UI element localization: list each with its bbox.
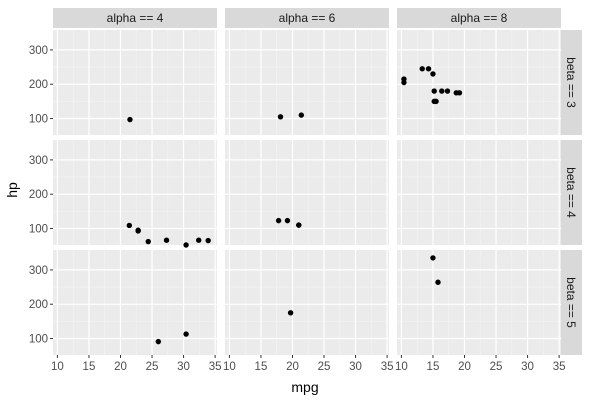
panel-background xyxy=(397,140,561,245)
column-strip-label: alpha == 4 xyxy=(107,11,164,25)
data-point xyxy=(145,238,151,245)
y-tick-label: 100 xyxy=(29,334,48,346)
y-tick-label: 100 xyxy=(29,114,48,126)
x-tick-label: 15 xyxy=(255,361,268,373)
x-axis-title: mpg xyxy=(291,379,318,395)
y-tick-label: 200 xyxy=(29,189,48,201)
row-strip xyxy=(560,30,582,135)
y-axis: 100 200 300 100 200 300 100 200 300 xyxy=(29,45,53,346)
y-tick-label: 300 xyxy=(29,155,48,167)
data-point xyxy=(155,338,162,345)
data-point xyxy=(456,90,463,96)
x-tick-label: 25 xyxy=(146,361,159,373)
x-tick-label: 20 xyxy=(114,361,127,373)
data-point xyxy=(425,66,432,72)
x-tick-label: 35 xyxy=(209,361,222,373)
x-tick-label: 20 xyxy=(458,361,471,373)
x-tick-label: 25 xyxy=(318,361,331,373)
data-point xyxy=(439,88,445,94)
facet-panel xyxy=(53,250,217,355)
x-tick-label: 30 xyxy=(349,361,362,373)
y-axis-title: hp xyxy=(4,182,20,198)
data-point xyxy=(277,114,284,120)
panel-background xyxy=(53,140,217,245)
data-point xyxy=(430,255,436,261)
column-strip xyxy=(397,8,561,28)
x-axis: 10 15 20 25 30 35 10 15 20 25 30 35 10 15 20 25 30 35 xyxy=(51,355,566,373)
row-strip xyxy=(560,250,582,355)
row-strip-label: beta == 4 xyxy=(564,167,578,218)
panel-background xyxy=(225,140,389,245)
column-strip-label: alpha == 6 xyxy=(279,11,336,25)
data-point xyxy=(183,242,189,248)
panel-background xyxy=(225,250,389,355)
facet-panel xyxy=(397,30,561,135)
data-point xyxy=(127,116,133,123)
data-point xyxy=(163,237,170,243)
facet-panel xyxy=(225,140,389,245)
column-strip-label: alpha == 8 xyxy=(451,11,508,25)
column-strip xyxy=(53,8,217,28)
data-point xyxy=(183,331,189,337)
panel-background xyxy=(53,30,217,135)
x-tick-label: 25 xyxy=(490,361,503,373)
facet-panel xyxy=(225,30,389,135)
data-point xyxy=(430,71,436,77)
data-point xyxy=(287,310,294,316)
x-tick-label: 15 xyxy=(427,361,440,373)
x-tick-label: 10 xyxy=(51,361,64,373)
data-point xyxy=(135,228,141,234)
panel-background xyxy=(225,30,389,135)
x-tick-label: 30 xyxy=(177,361,190,373)
facet-panel xyxy=(397,250,561,355)
data-point xyxy=(401,76,407,82)
x-tick-label: 35 xyxy=(381,361,394,373)
data-point xyxy=(433,98,439,105)
x-tick-label: 15 xyxy=(83,361,96,373)
data-point xyxy=(284,217,291,224)
x-tick-label: 30 xyxy=(521,361,534,373)
row-strips: beta == 3 beta == 4 beta == 5 xyxy=(560,30,582,355)
data-point xyxy=(435,279,441,285)
data-point xyxy=(196,237,202,243)
data-point xyxy=(205,237,211,244)
row-strip-label: beta == 3 xyxy=(564,57,578,108)
x-tick-label: 35 xyxy=(553,361,566,373)
panel-background xyxy=(397,30,561,135)
facet-panel xyxy=(225,250,389,355)
row-strip-label: beta == 5 xyxy=(564,277,578,328)
row-strip xyxy=(560,140,582,245)
x-tick-label: 10 xyxy=(223,361,236,373)
column-strip xyxy=(225,8,389,28)
x-tick-label: 10 xyxy=(395,361,408,373)
data-point xyxy=(275,217,282,224)
y-tick-label: 100 xyxy=(29,224,48,236)
data-point xyxy=(419,66,425,72)
x-tick-label: 20 xyxy=(286,361,299,373)
column-strips: alpha == 4 alpha == 6 alpha == 8 xyxy=(53,8,561,28)
panel-background xyxy=(53,250,217,355)
data-point xyxy=(298,112,305,118)
panel-background xyxy=(397,250,561,355)
y-tick-label: 200 xyxy=(29,299,48,311)
facet-panel xyxy=(53,140,217,245)
y-tick-label: 300 xyxy=(29,265,48,277)
data-point xyxy=(296,222,302,228)
data-point xyxy=(126,222,133,229)
facet-panels xyxy=(53,30,561,355)
facet-panel xyxy=(397,140,561,245)
data-point xyxy=(431,88,437,94)
y-tick-label: 200 xyxy=(29,79,48,91)
facet-panel xyxy=(53,30,217,135)
y-tick-label: 300 xyxy=(29,45,48,57)
data-point xyxy=(444,88,451,94)
